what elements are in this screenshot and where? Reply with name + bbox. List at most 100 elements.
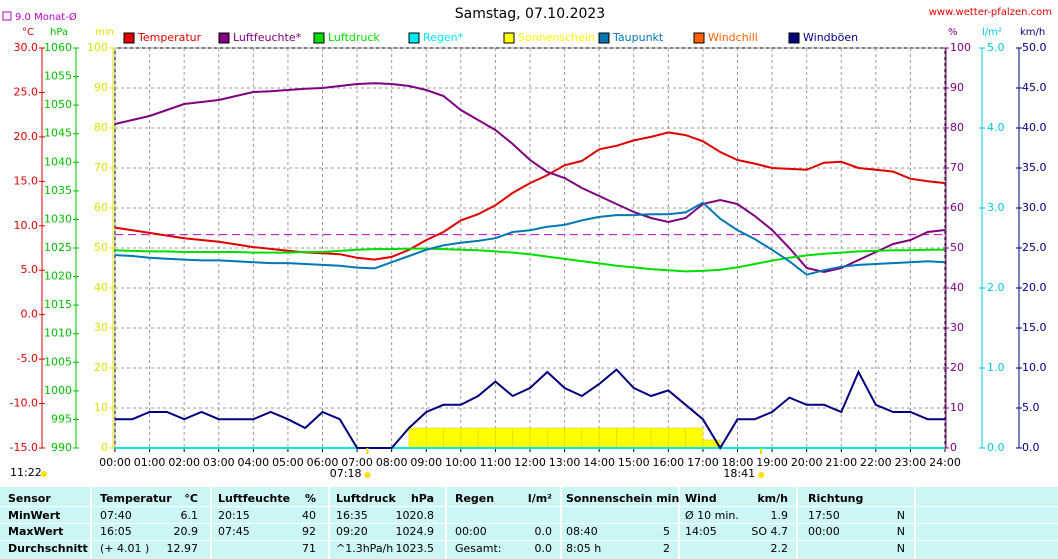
y-tick-label: 30 [950, 321, 964, 334]
y-tick-label: 1040 [44, 155, 72, 168]
table-divider [0, 506, 1058, 507]
y-tick-label: 990 [51, 441, 72, 454]
x-tick-label: 07:00 [341, 456, 373, 469]
table-header: Luftfeuchte [218, 492, 291, 505]
table-cell: 0.0 [534, 525, 553, 538]
table-cell: 0.0 [534, 541, 553, 555]
y-tick-label: 15.0 [1022, 321, 1047, 334]
sunshine-bar [685, 427, 704, 449]
x-tick-label: 06:00 [307, 456, 339, 469]
table-cell: 09:20 [336, 525, 368, 538]
table-cell: Gesamt: [455, 541, 502, 555]
x-tick-label: 19:00 [756, 456, 788, 469]
y-tick-label: 1.0 [987, 361, 1005, 374]
x-tick-label: 20:00 [791, 456, 823, 469]
table-header: Sonnenschein min [566, 492, 680, 505]
legend-label: Temperatur [137, 31, 202, 44]
table-header: Richtung [808, 492, 864, 505]
y-tick-label: 70 [950, 161, 964, 174]
y-tick-label: 0.0 [1022, 441, 1040, 454]
y-tick-label: 50 [950, 241, 964, 254]
legend-label: Luftdruck [328, 31, 380, 44]
y-tick-label: 15.0 [14, 174, 39, 187]
table-cell: 40 [302, 508, 316, 522]
sun-icon [364, 472, 371, 478]
chart: Samstag, 07.10.2023 www.wetter-pfalzen.c… [2, 6, 1052, 480]
y-tick-label: 90 [94, 81, 108, 94]
y-tick-label: 60 [94, 201, 108, 214]
legend-label: Sonnenschein [518, 31, 595, 44]
x-tick-label: 14:00 [583, 456, 615, 469]
sunshine-bar [650, 427, 669, 449]
y-axis-unit: min [95, 27, 114, 38]
table-cell: N [896, 541, 905, 555]
table-cell: 1020.8 [395, 508, 435, 522]
table-header: °C [184, 492, 198, 505]
sunshine-bar [564, 427, 583, 449]
y-tick-label: 20.0 [14, 130, 39, 143]
table-header: Temperatur [100, 492, 172, 505]
legend-swatch [313, 32, 325, 44]
x-tick-label: 22:00 [860, 456, 892, 469]
y-tick-label: 80 [94, 121, 108, 134]
y-tick-label: 40.0 [1022, 121, 1047, 134]
x-tick-label: 21:00 [825, 456, 857, 469]
x-tick-label: 15:00 [618, 456, 650, 469]
x-tick-label: 03:00 [203, 456, 235, 469]
y-tick-label: 1005 [44, 355, 72, 368]
sunshine-bar [581, 427, 600, 449]
table-header: Luftdruck [336, 492, 396, 505]
y-tick-label: 40 [94, 281, 108, 294]
table-cell: Durchschnitt [8, 541, 88, 555]
series-line [114, 247, 945, 273]
series-line [114, 201, 946, 276]
y-tick-label: 4.0 [987, 121, 1005, 134]
y-tick-label: 1020 [44, 270, 72, 283]
legend-swatch [408, 32, 420, 44]
legend-swatch [503, 32, 515, 44]
y-tick-label: 100 [87, 41, 108, 54]
y-axis-unit: hPa [50, 27, 68, 38]
y-tick-label: 1030 [44, 212, 72, 225]
day-length: 11:22 [10, 466, 42, 479]
y-tick-label: 20 [94, 361, 108, 374]
y-tick-label: 1025 [44, 241, 72, 254]
table-cell: 1.9 [770, 508, 789, 522]
table-cell: 2.2 [770, 541, 789, 555]
x-tick-label: 12:00 [514, 456, 546, 469]
sunshine-bar [408, 427, 427, 449]
table-cell: 92 [302, 525, 316, 538]
table-cell: 2 [663, 541, 670, 555]
y-tick-label: 50.0 [1022, 41, 1047, 54]
y-tick-label: 10 [94, 401, 108, 414]
table-header: % [304, 492, 316, 505]
y-tick-label: 5.0 [987, 41, 1005, 54]
legend-swatch [788, 32, 800, 44]
table-cell: 00:00 [455, 525, 487, 538]
x-tick-label: 02:00 [168, 456, 200, 469]
y-tick-label: -15.0 [10, 441, 38, 454]
x-tick-label: 00:00 [99, 456, 131, 469]
sunset-label: 18:41 [723, 467, 755, 480]
legend-label: Regen* [423, 31, 464, 44]
sunrise-label: 07:18 [330, 467, 362, 480]
sunshine-bar [477, 427, 496, 449]
y-tick-label: 100 [950, 41, 971, 54]
table-cell: 5 [663, 525, 670, 538]
legend-swatch [123, 32, 135, 44]
table-cell: 1023.5 [395, 541, 435, 555]
y-tick-label: 30 [94, 321, 108, 334]
table-cell: N [896, 508, 905, 522]
table-header: l/m² [527, 492, 552, 505]
y-tick-label: 20.0 [1022, 281, 1047, 294]
y-tick-label: 1045 [44, 127, 72, 140]
x-tick-label: 05:00 [272, 456, 304, 469]
table-cell: (+ 4.01 ) [100, 541, 150, 555]
sunshine-bar [512, 427, 531, 449]
reference-icon [2, 11, 12, 21]
x-tick-label: 01:00 [134, 456, 166, 469]
y-axis-unit: % [948, 27, 958, 38]
y-tick-label: 1050 [44, 98, 72, 111]
x-tick-label: 08:00 [376, 456, 408, 469]
series-line [114, 131, 946, 261]
